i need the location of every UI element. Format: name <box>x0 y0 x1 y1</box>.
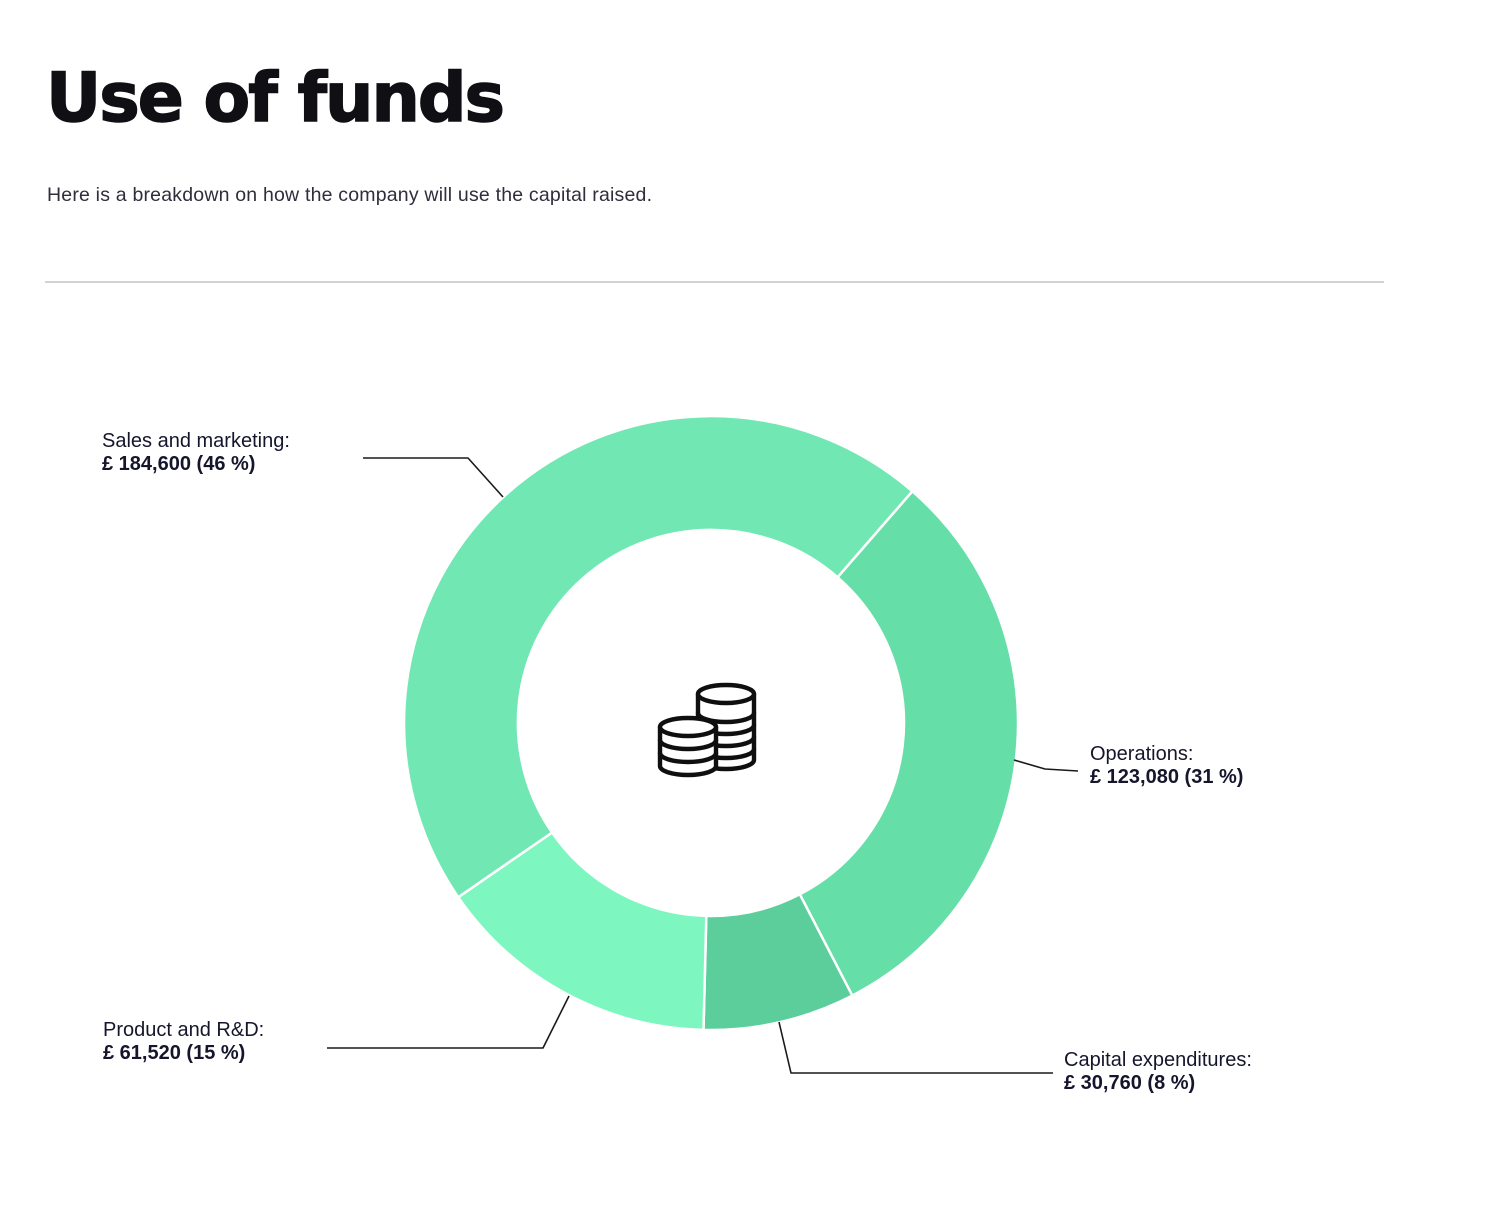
leader-line-2 <box>778 1021 1053 1074</box>
callout-value: £ 123,080 (31 %) <box>1090 766 1244 788</box>
callout-value: £ 184,600 (46 %) <box>102 453 256 475</box>
donut-segment-0 <box>402 414 914 899</box>
divider <box>45 281 1384 283</box>
callout-label: Operations: <box>1090 743 1194 765</box>
coins-icon <box>657 682 757 778</box>
page-subtitle: Here is a breakdown on how the company w… <box>47 184 653 206</box>
callout-label: Capital expenditures: <box>1064 1049 1252 1071</box>
callout-operations: Operations: £ 123,080 (31 %) <box>1090 743 1243 789</box>
donut-segments <box>402 414 1020 1032</box>
callout-capital-expenditures: Capital expenditures: £ 30,760 (8 %) <box>1064 1049 1252 1095</box>
donut-segment-3 <box>457 831 708 1032</box>
leader-line-0 <box>363 457 504 498</box>
callout-label: Product and R&D: <box>103 1019 265 1041</box>
page-title: Use of funds <box>45 59 506 138</box>
callout-sales-and-marketing: Sales and marketing: £ 184,600 (46 %) <box>102 430 290 476</box>
callout-product-and-rd: Product and R&D: £ 61,520 (15 %) <box>103 1019 264 1065</box>
donut-segment-1 <box>798 490 1020 997</box>
callout-value: £ 30,760 (8 %) <box>1064 1072 1196 1094</box>
leader-line-1 <box>1013 759 1079 772</box>
callout-value: £ 61,520 (15 %) <box>103 1042 246 1064</box>
leader-line-3 <box>327 995 570 1049</box>
callout-label: Sales and marketing: <box>102 430 290 452</box>
leader-lines <box>327 457 1079 1074</box>
